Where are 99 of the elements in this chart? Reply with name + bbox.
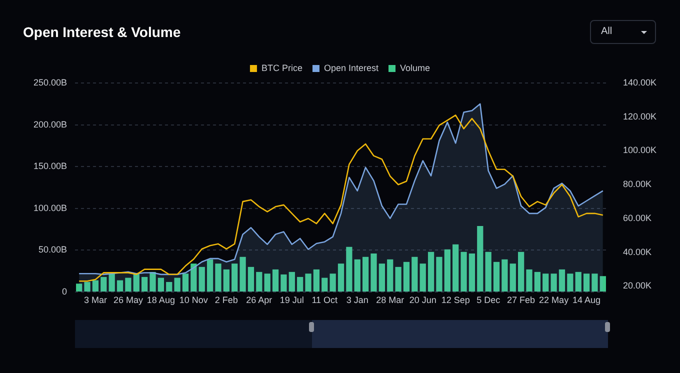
bar <box>395 266 402 292</box>
bar <box>297 276 304 292</box>
y2-tick-label: 140.00K <box>623 77 657 88</box>
bar <box>460 252 467 292</box>
text: All <box>601 26 612 37</box>
y2-tick-label: 40.00K <box>623 246 652 257</box>
bar <box>330 274 336 292</box>
bar <box>100 276 107 292</box>
x-tick-label: 10 Nov <box>179 294 208 305</box>
bar <box>362 256 369 292</box>
x-tick-label: 18 Aug <box>146 294 175 305</box>
bar <box>76 284 82 292</box>
y2-tick-label: 60.00K <box>623 212 652 223</box>
bar <box>518 252 524 292</box>
x-tick-label: 12 Sep <box>441 294 470 305</box>
bar <box>583 274 590 292</box>
bar <box>116 280 124 292</box>
bar <box>198 266 205 292</box>
x-tick-label: 27 Feb <box>507 294 536 305</box>
bar <box>444 249 450 292</box>
x-tick-label: 14 Aug <box>572 294 601 305</box>
y-tick-label: 0 <box>62 286 67 296</box>
x-tick-label: 19 Jul <box>280 294 304 305</box>
x-tick-label: 5 Dec <box>476 294 501 305</box>
y2-tick-label: 120.00K <box>623 111 657 122</box>
bar <box>174 278 180 292</box>
bar <box>452 244 459 292</box>
x-tick-label: 11 Oct <box>312 294 338 305</box>
y-tick-label: 50.00B <box>38 244 67 255</box>
x-tick-label: 28 Mar <box>376 294 404 305</box>
y-tick-label: 100.00B <box>33 202 67 213</box>
y-tick-label: 150.00B <box>33 161 67 172</box>
bar <box>150 272 156 292</box>
bar <box>510 264 516 292</box>
bar <box>575 272 582 292</box>
bar <box>493 262 500 292</box>
bar <box>206 259 214 292</box>
y2-tick-label: 100.00K <box>623 145 657 156</box>
bar <box>592 274 598 292</box>
chart-title: Open Interest & Volume <box>23 24 181 40</box>
x-tick-label: 20 Jun <box>409 294 436 305</box>
bar <box>468 254 476 292</box>
x-tick-label: 26 May <box>113 294 144 305</box>
bar <box>248 266 254 292</box>
x-tick-label: 2 Feb <box>214 294 238 305</box>
bar <box>322 278 328 292</box>
bar <box>477 226 484 292</box>
bar <box>558 269 566 292</box>
bar <box>190 264 197 292</box>
y-tick-label: 250.00B <box>33 77 67 88</box>
bar <box>370 254 377 292</box>
bar <box>288 272 295 292</box>
bar <box>346 246 352 292</box>
bar <box>240 256 246 292</box>
bar <box>313 269 320 292</box>
bar <box>436 256 442 292</box>
x-tick-label: 22 May <box>539 294 570 305</box>
bar <box>223 269 230 292</box>
bar <box>182 274 189 292</box>
bar <box>378 264 385 292</box>
legend-label: Open Interest <box>324 62 380 73</box>
bar <box>305 274 312 292</box>
y-tick-label: 200.00B <box>33 119 67 130</box>
bar <box>542 274 549 292</box>
bar <box>232 264 238 292</box>
bar <box>108 274 115 292</box>
bar <box>215 264 222 292</box>
bar <box>550 274 557 292</box>
bar <box>264 274 270 292</box>
bar <box>280 274 287 292</box>
bar <box>272 269 279 292</box>
bar <box>485 252 492 292</box>
bar <box>387 259 394 292</box>
bar <box>133 274 140 292</box>
bar <box>142 276 148 292</box>
bar <box>354 259 360 292</box>
y2-tick-label: 80.00K <box>623 179 652 190</box>
bar <box>84 282 90 292</box>
bar <box>534 272 540 292</box>
bar <box>567 274 574 292</box>
bar <box>502 259 508 292</box>
legend-label: Volume <box>400 62 430 73</box>
bar <box>526 269 532 292</box>
bar <box>600 276 606 292</box>
legend-label: BTC Price <box>261 62 302 73</box>
bar <box>256 272 262 292</box>
bar <box>412 256 418 292</box>
y2-tick-label: 20.00K <box>623 280 652 291</box>
bar <box>428 252 434 292</box>
bar <box>158 278 164 292</box>
bar <box>166 282 172 292</box>
bar <box>338 264 344 292</box>
x-tick-label: 3 Jan <box>346 294 368 305</box>
bar <box>92 280 99 292</box>
bar <box>403 262 410 292</box>
x-tick-label: 3 Mar <box>84 294 107 305</box>
bar <box>125 278 132 292</box>
bar <box>420 264 426 292</box>
x-tick-label: 26 Apr <box>246 294 272 305</box>
